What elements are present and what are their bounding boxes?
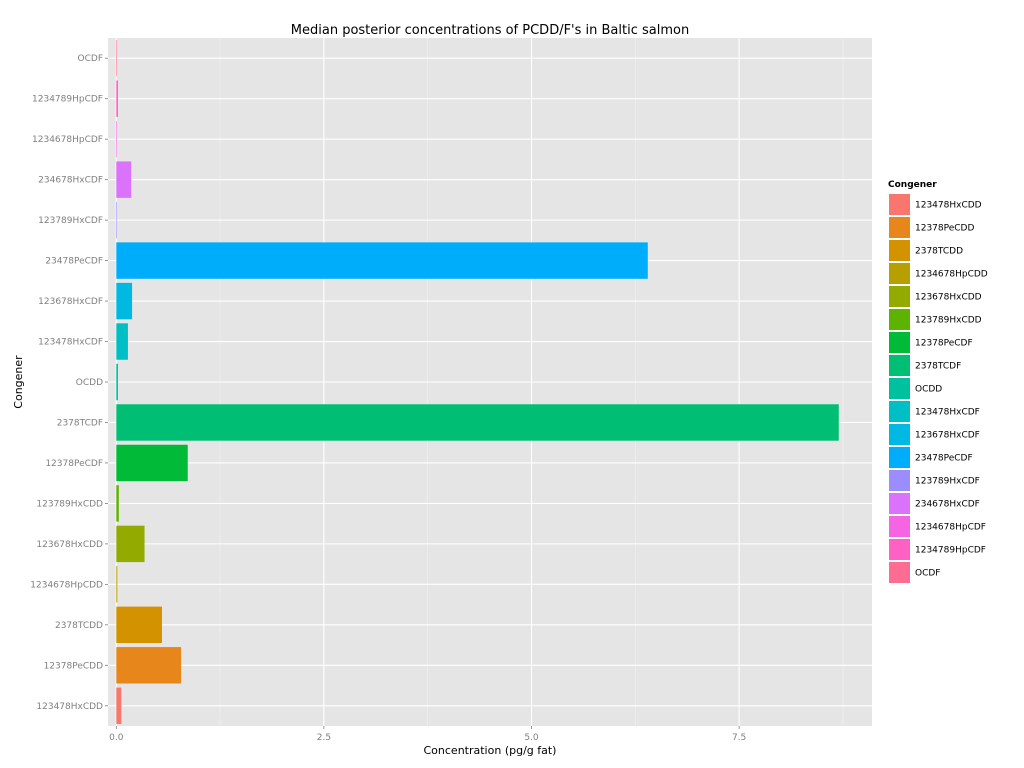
legend-label: 1234789HpCDF <box>915 546 986 556</box>
legend-swatch <box>888 262 911 285</box>
legend-label: 123478HxCDD <box>915 201 982 211</box>
y-tick-label: 1234678HpCDF <box>32 135 103 145</box>
legend-label: 12378PeCDD <box>915 224 974 234</box>
legend-swatch <box>888 216 911 239</box>
legend-label: 123478HxCDF <box>915 408 980 418</box>
legend-label: 2378TCDF <box>915 362 961 372</box>
chart-title: Median posterior concentrations of PCDD/… <box>291 23 689 38</box>
legend-swatch <box>888 193 911 216</box>
bar <box>116 161 132 198</box>
y-tick-label: OCDD <box>76 378 103 388</box>
bar <box>116 201 117 239</box>
y-tick-label: 1234678HpCDD <box>30 580 103 590</box>
legend-label: OCDD <box>915 385 942 395</box>
legend-swatch <box>888 239 911 262</box>
x-axis-title: Concentration (pg/g fat) <box>424 744 557 757</box>
legend-title: Congener <box>888 180 937 190</box>
bar <box>116 363 118 401</box>
y-tick-label: 2378TCDD <box>55 621 103 631</box>
bar <box>116 40 117 77</box>
y-tick-label: 12378PeCDD <box>44 661 103 671</box>
bar <box>116 444 188 482</box>
legend-swatch <box>888 561 911 584</box>
bar <box>116 687 122 724</box>
grid-lines <box>108 38 872 726</box>
legend-label: OCDF <box>915 569 940 579</box>
legend-label: 123678HxCDF <box>915 431 980 441</box>
bar <box>116 525 145 563</box>
legend-label: 123678HxCDD <box>915 293 982 303</box>
y-tick-label: 123478HxCDF <box>38 338 103 348</box>
legend-swatch <box>888 446 911 469</box>
bar <box>116 282 133 320</box>
bar <box>116 647 182 684</box>
legend-swatch <box>888 354 911 377</box>
legend-swatch <box>888 538 911 561</box>
y-tick-label: 2378TCDF <box>57 418 103 428</box>
legend-swatch <box>888 285 911 308</box>
legend-label: 23478PeCDF <box>915 454 973 464</box>
legend-swatch <box>888 423 911 446</box>
bar <box>116 80 118 117</box>
legend-label: 1234678HpCDD <box>915 270 988 280</box>
y-tick-label: 123789HxCDD <box>36 499 103 509</box>
bar <box>116 120 117 158</box>
y-axis-title: Congener <box>12 355 25 409</box>
y-tick-label: 123678HxCDD <box>36 540 103 550</box>
bar <box>116 323 128 360</box>
y-tick-label: OCDF <box>78 54 103 64</box>
x-tick-label: 5.0 <box>524 733 539 743</box>
legend-label: 12378PeCDF <box>915 339 973 349</box>
legend-swatch <box>888 331 911 354</box>
bar <box>116 606 162 644</box>
x-tick-labels: 0.0 2.5 5.0 7.5 <box>109 726 746 743</box>
y-tick-label: 123789HxCDF <box>38 216 103 226</box>
legend-swatch <box>888 469 911 492</box>
legend-swatch <box>888 308 911 331</box>
x-tick-label: 0.0 <box>109 733 124 743</box>
y-tick-label: 1234789HpCDF <box>32 95 103 105</box>
y-tick-labels: 123478HxCDD 12378PeCDD 2378TCDD 1234678HpCD… <box>30 54 108 712</box>
x-tick-label: 2.5 <box>317 733 331 743</box>
legend-label: 2378TCDD <box>915 247 963 257</box>
bar <box>116 566 118 603</box>
legend-label: 1234678HpCDF <box>915 523 986 533</box>
bar <box>116 485 119 522</box>
x-tick-label: 7.5 <box>732 733 746 743</box>
y-tick-label: 23478PeCDF <box>45 257 103 267</box>
legend-swatch <box>888 377 911 400</box>
y-tick-label: 123678HxCDF <box>38 297 103 307</box>
bars <box>116 40 839 724</box>
y-tick-label: 234678HxCDF <box>38 176 103 186</box>
legend-label: 234678HxCDF <box>915 500 980 510</box>
y-tick-label: 12378PeCDF <box>45 459 103 469</box>
legend-label: 123789HxCDD <box>915 316 982 326</box>
legend-label: 123789HxCDF <box>915 477 980 487</box>
legend-swatch <box>888 492 911 515</box>
legend: Congener 123478HxCDD 12378PeCDD 2378TCDD 12… <box>888 180 988 584</box>
legend-swatch <box>888 400 911 423</box>
legend-swatch <box>888 515 911 538</box>
bar <box>116 404 839 441</box>
bar <box>116 242 648 279</box>
y-tick-label: 123478HxCDD <box>36 702 103 712</box>
